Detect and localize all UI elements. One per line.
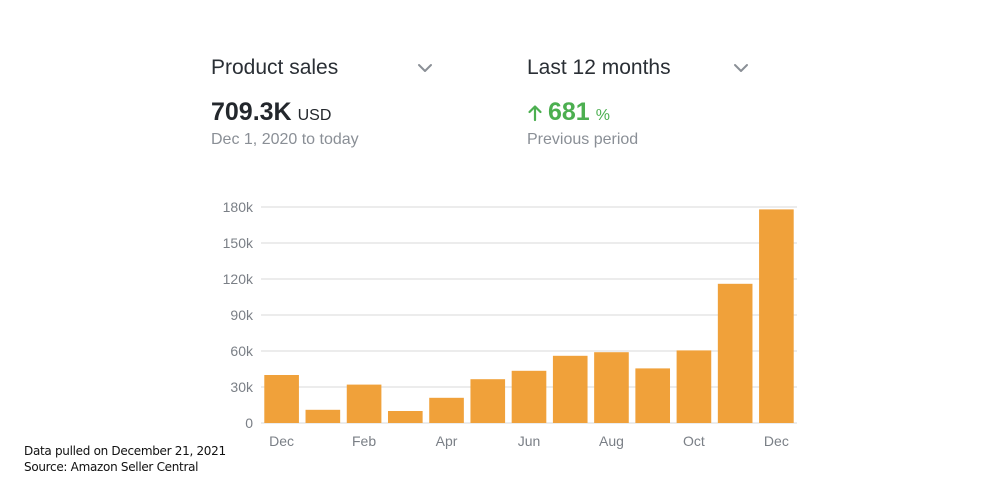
bar-oct-10[interactable] [676,350,712,423]
data-pulled-note: Data pulled on December 21, 2021 [24,444,226,458]
bar-apr-4[interactable] [429,397,464,423]
x-tick-label: Feb [352,433,376,449]
bar-feb-2[interactable] [346,384,382,423]
x-tick-label: Oct [683,433,705,449]
bar-jan-1[interactable] [305,409,341,423]
x-tick-label: Dec [764,433,789,449]
bar-jun-6[interactable] [511,370,547,423]
bar-may-5[interactable] [470,379,506,423]
arrow-up-icon [528,104,542,121]
chevron-down-icon [418,64,432,72]
change-indicator: 681 % [527,98,610,127]
chevron-down-icon [734,64,748,72]
source-note: Source: Amazon Seller Central [24,460,199,474]
total-sales-value: 709.3K [211,98,292,126]
total-sales: 709.3K USD [211,98,331,127]
metric-dropdown-label: Product sales [211,56,339,79]
y-tick-label: 150k [223,235,254,251]
change-unit: % [595,107,610,124]
bar-jul-7[interactable] [552,355,588,423]
y-tick-label: 120k [223,271,254,287]
y-tick-label: 30k [230,379,254,395]
total-sales-unit: USD [297,107,332,124]
y-tick-label: 0 [245,415,253,431]
date-range: Dec 1, 2020 to today [211,131,359,148]
x-tick-label: Jun [518,433,541,449]
x-tick-label: Apr [436,433,458,449]
bar-nov-11[interactable] [717,283,753,423]
bar-dec-12[interactable] [759,209,794,423]
period-dropdown[interactable]: Last 12 months [527,52,749,84]
previous-period-caption: Previous period [527,131,639,148]
bar-sep-9[interactable] [635,368,671,423]
metric-dropdown[interactable]: Product sales [211,52,433,84]
bar-dec-0[interactable] [264,375,299,423]
bar-mar-3[interactable] [387,411,423,423]
change-value: 681 [548,98,590,126]
y-tick-label: 180k [223,199,254,215]
x-tick-label: Dec [269,433,294,449]
period-dropdown-label: Last 12 months [527,56,671,79]
y-tick-label: 90k [230,307,254,323]
x-tick-label: Aug [599,433,624,449]
bar-aug-8[interactable] [594,352,629,423]
y-tick-label: 60k [230,343,254,359]
